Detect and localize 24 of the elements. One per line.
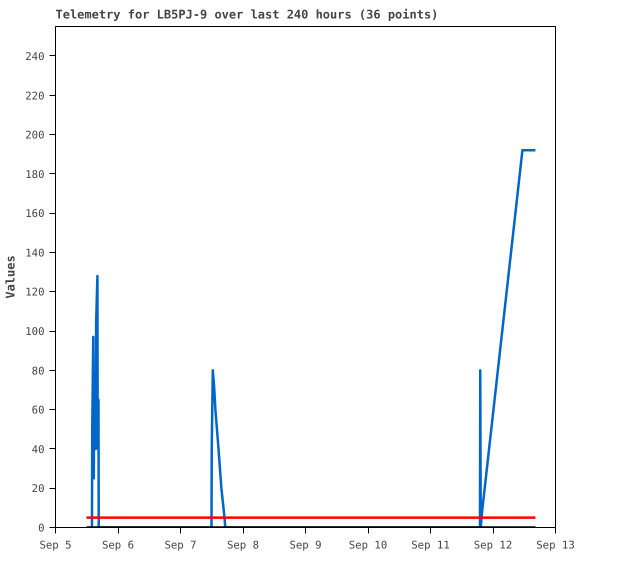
chart-title: Telemetry for LB5PJ-9 over last 240 hours (36 points) xyxy=(56,8,438,22)
x-tick-label: Sep 13 xyxy=(536,538,575,552)
y-tick-label: 220 xyxy=(25,89,45,102)
x-tick-label: Sep 7 xyxy=(164,538,197,552)
y-tick-label: 60 xyxy=(32,404,45,417)
x-tick-label: Sep 5 xyxy=(39,538,72,552)
x-tick-label: Sep 10 xyxy=(348,538,388,552)
y-tick-label: 200 xyxy=(25,128,45,142)
y-tick-label: 120 xyxy=(25,286,45,299)
y-tick-label: 40 xyxy=(32,442,45,456)
y-tick-label: 140 xyxy=(25,246,45,260)
x-tick-label: Sep 11 xyxy=(411,538,450,552)
y-tick-label: 180 xyxy=(25,168,45,181)
x-tick-label: Sep 9 xyxy=(289,538,322,552)
y-tick-label: 240 xyxy=(25,50,45,63)
x-tick-label: Sep 8 xyxy=(226,538,260,552)
y-tick-label: 0 xyxy=(38,522,45,534)
y-tick-label: 80 xyxy=(32,364,45,378)
y-tick-label: 20 xyxy=(32,482,45,496)
y-tick-label: 100 xyxy=(25,325,45,338)
y-tick-label: 160 xyxy=(25,207,45,220)
x-tick-label: Sep 12 xyxy=(474,538,512,552)
x-tick-label: Sep 6 xyxy=(102,538,134,552)
y-axis-title: Values xyxy=(3,255,18,299)
